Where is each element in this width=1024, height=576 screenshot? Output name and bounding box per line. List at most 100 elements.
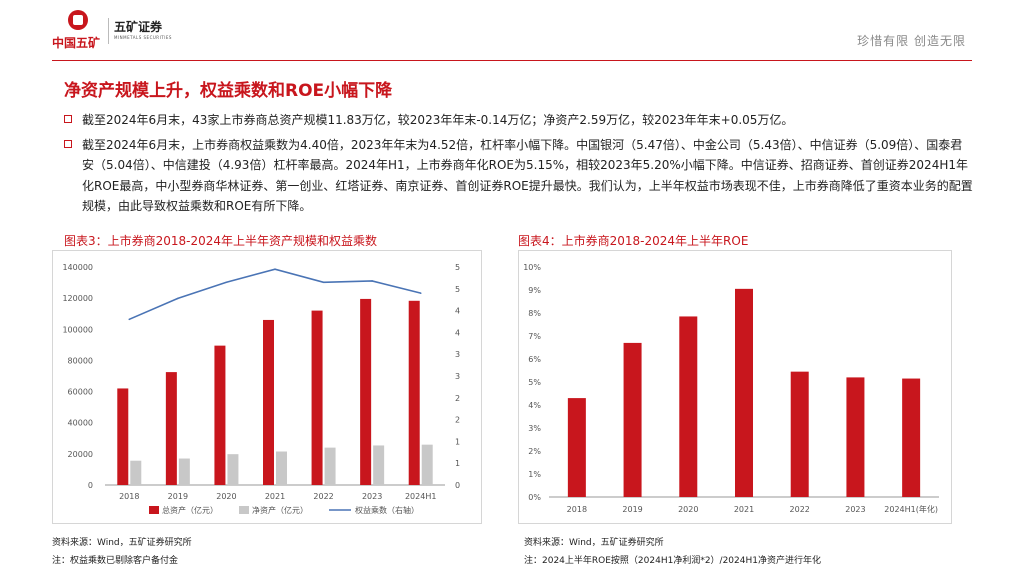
minmetals-emblem-icon [68, 10, 88, 30]
logo-wk-en: MINMETALS SECURITIES [114, 35, 172, 40]
y2-tick-label: 3 [455, 350, 460, 359]
y-tick-label: 9% [528, 286, 541, 295]
x-tick-label: 2018 [567, 505, 587, 514]
y2-tick-label: 5 [455, 285, 460, 294]
figure4-source: 资料来源：Wind，五矿证券研究所 [524, 538, 664, 548]
figure3-box: 0 20000 40000 60000 80000 100000 120000 140000 0… [52, 250, 482, 524]
net-assets-bar [276, 451, 287, 485]
y-tick-label: 60000 [68, 388, 93, 397]
net-assets-bar [421, 444, 433, 485]
y2-tick-label: 5 [455, 263, 460, 272]
logo-wk-text: 五矿证券 [114, 20, 163, 34]
x-tick-label: 2019 [168, 492, 188, 501]
y-tick-label: 4% [528, 401, 541, 410]
bullet-list: 截至2024年6月末，43家上市券商总资产规模11.83万亿，较2023年年末-… [64, 110, 974, 221]
y-tick-label: 8% [528, 309, 541, 318]
x-tick-label: 2018 [119, 492, 139, 501]
figure4-note: 注：2024上半年ROE按照（2024H1净利润*2）/2024H1净资产进行年… [524, 556, 821, 566]
figure3-chart: 0 20000 40000 60000 80000 100000 120000 140000 0… [62, 263, 460, 515]
y2-tick-label: 2 [455, 394, 460, 403]
y2-tick-label: 1 [455, 437, 460, 446]
y2-tick-label: 3 [455, 372, 460, 381]
net-assets-bar [178, 458, 190, 485]
logo-divider [108, 18, 109, 44]
y2-tick-label: 0 [455, 481, 460, 490]
net-assets-bar [373, 445, 385, 485]
x-tick-label: 2020 [216, 492, 236, 501]
roe-bar [902, 378, 921, 497]
figure4-title: 图表4：上市券商2018-2024年上半年ROE [518, 234, 749, 248]
y-tick-label: 7% [528, 332, 541, 341]
y-tick-label: 120000 [62, 294, 93, 303]
bullet-text: 截至2024年6月末，上市券商权益乘数为4.40倍，2023年年末为4.52倍，… [82, 137, 973, 214]
roe-bar [623, 342, 642, 497]
y-tick-label: 6% [528, 355, 541, 364]
y-tick-label: 2% [528, 447, 541, 456]
slogan: 珍惜有限 创造无限 [857, 34, 966, 48]
logo-cn-text: 中国五矿 [52, 36, 101, 50]
equity-multiplier-line [128, 268, 421, 321]
header-divider [52, 60, 972, 61]
figure4-box: 0% 1% 2% 3% 4% 5% 6% 7% 8% 9% 10% 2018 2019 2020 2021 2… [518, 250, 952, 524]
minmetals-securities-logo: 五矿证券 MINMETALS SECURITIES [114, 18, 172, 40]
total-assets-bar [360, 298, 372, 485]
x-tick-label: 2024H1(年化) [884, 504, 938, 514]
x-tick-label: 2024H1 [405, 492, 436, 501]
total-assets-bar [165, 372, 177, 485]
equity-multiplier-point [371, 280, 373, 282]
y2-tick-label: 2 [455, 416, 460, 425]
equity-multiplier-point [128, 318, 131, 321]
total-assets-bar [214, 345, 226, 485]
equity-multiplier-point [322, 281, 325, 284]
bullet-item: 截至2024年6月末，上市券商权益乘数为4.40倍，2023年年末为4.52倍，… [64, 135, 974, 217]
bullet-square-icon [64, 115, 72, 123]
y2-tick-label: 4 [455, 307, 460, 316]
total-assets-bar [408, 300, 420, 485]
roe-bar [567, 398, 586, 497]
y-tick-label: 40000 [68, 419, 93, 428]
legend-label: 权益乘数（右轴） [355, 505, 419, 515]
y-tick-label: 140000 [62, 263, 93, 272]
equity-multiplier-point [225, 281, 228, 284]
x-tick-label: 2020 [678, 505, 698, 514]
legend-label: 净资产（亿元） [252, 505, 308, 515]
page-title: 净资产规模上升，权益乘数和ROE小幅下降 [64, 81, 393, 101]
x-tick-label: 2019 [622, 505, 642, 514]
y-tick-label: 20000 [68, 450, 93, 459]
page-header: 中国五矿 五矿证券 MINMETALS SECURITIES 珍惜有限 创造无限 [0, 0, 1024, 62]
y-tick-label: 0 [88, 481, 93, 490]
y-tick-label: 100000 [62, 325, 93, 334]
figure3-title: 图表3：上市券商2018-2024年上半年资产规模和权益乘数 [64, 234, 378, 248]
figure4-chart: 0% 1% 2% 3% 4% 5% 6% 7% 8% 9% 10% 2018 2019 2020 2021 2… [523, 263, 939, 514]
net-assets-bar [227, 454, 239, 485]
figure3-source: 资料来源：Wind，五矿证券研究所 [52, 538, 192, 548]
y2-tick-label: 1 [455, 459, 460, 468]
bullet-text: 截至2024年6月末，43家上市券商总资产规模11.83万亿，较2023年年末-… [82, 113, 794, 127]
y-tick-label: 80000 [68, 356, 93, 365]
legend-swatch [149, 506, 159, 514]
net-assets-bar [130, 460, 142, 485]
equity-multiplier-point [274, 268, 276, 270]
legend-swatch [239, 506, 249, 514]
y-tick-label: 10% [523, 263, 541, 272]
y-tick-label: 5% [528, 378, 541, 387]
equity-multiplier-point [177, 297, 179, 300]
x-tick-label: 2021 [265, 492, 285, 501]
roe-bar [679, 316, 698, 497]
roe-bar [846, 377, 865, 497]
bullet-square-icon [64, 139, 72, 148]
y2-tick-label: 4 [455, 328, 460, 337]
equity-multiplier-point [419, 292, 422, 294]
bullet-item: 截至2024年6月末，43家上市券商总资产规模11.83万亿，较2023年年末-… [64, 110, 974, 131]
x-tick-label: 2023 [362, 492, 382, 501]
total-assets-bar [311, 310, 323, 485]
total-assets-bar [117, 388, 129, 485]
roe-bar [735, 288, 753, 497]
x-tick-label: 2023 [845, 505, 865, 514]
y-tick-label: 1% [528, 470, 541, 479]
figure3-note: 注：权益乘数已剔除客户备付金 [52, 556, 179, 566]
legend-label: 总资产（亿元） [162, 505, 218, 515]
y-tick-label: 3% [528, 424, 541, 433]
roe-bar [790, 371, 809, 497]
x-tick-label: 2021 [734, 505, 754, 514]
